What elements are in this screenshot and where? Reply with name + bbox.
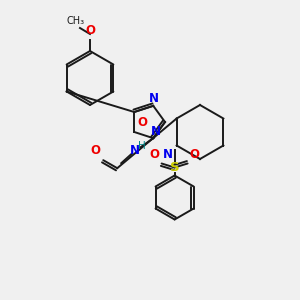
Text: S: S (170, 161, 179, 174)
Text: O: O (190, 148, 200, 161)
Text: O: O (85, 24, 95, 37)
Text: N: N (151, 125, 161, 138)
Text: N: N (130, 144, 140, 157)
Text: O: O (137, 116, 147, 129)
Text: O: O (90, 144, 100, 157)
Text: N: N (163, 148, 172, 161)
Text: H: H (138, 141, 146, 151)
Text: CH₃: CH₃ (67, 16, 85, 26)
Text: O: O (150, 148, 160, 161)
Text: N: N (149, 92, 159, 105)
